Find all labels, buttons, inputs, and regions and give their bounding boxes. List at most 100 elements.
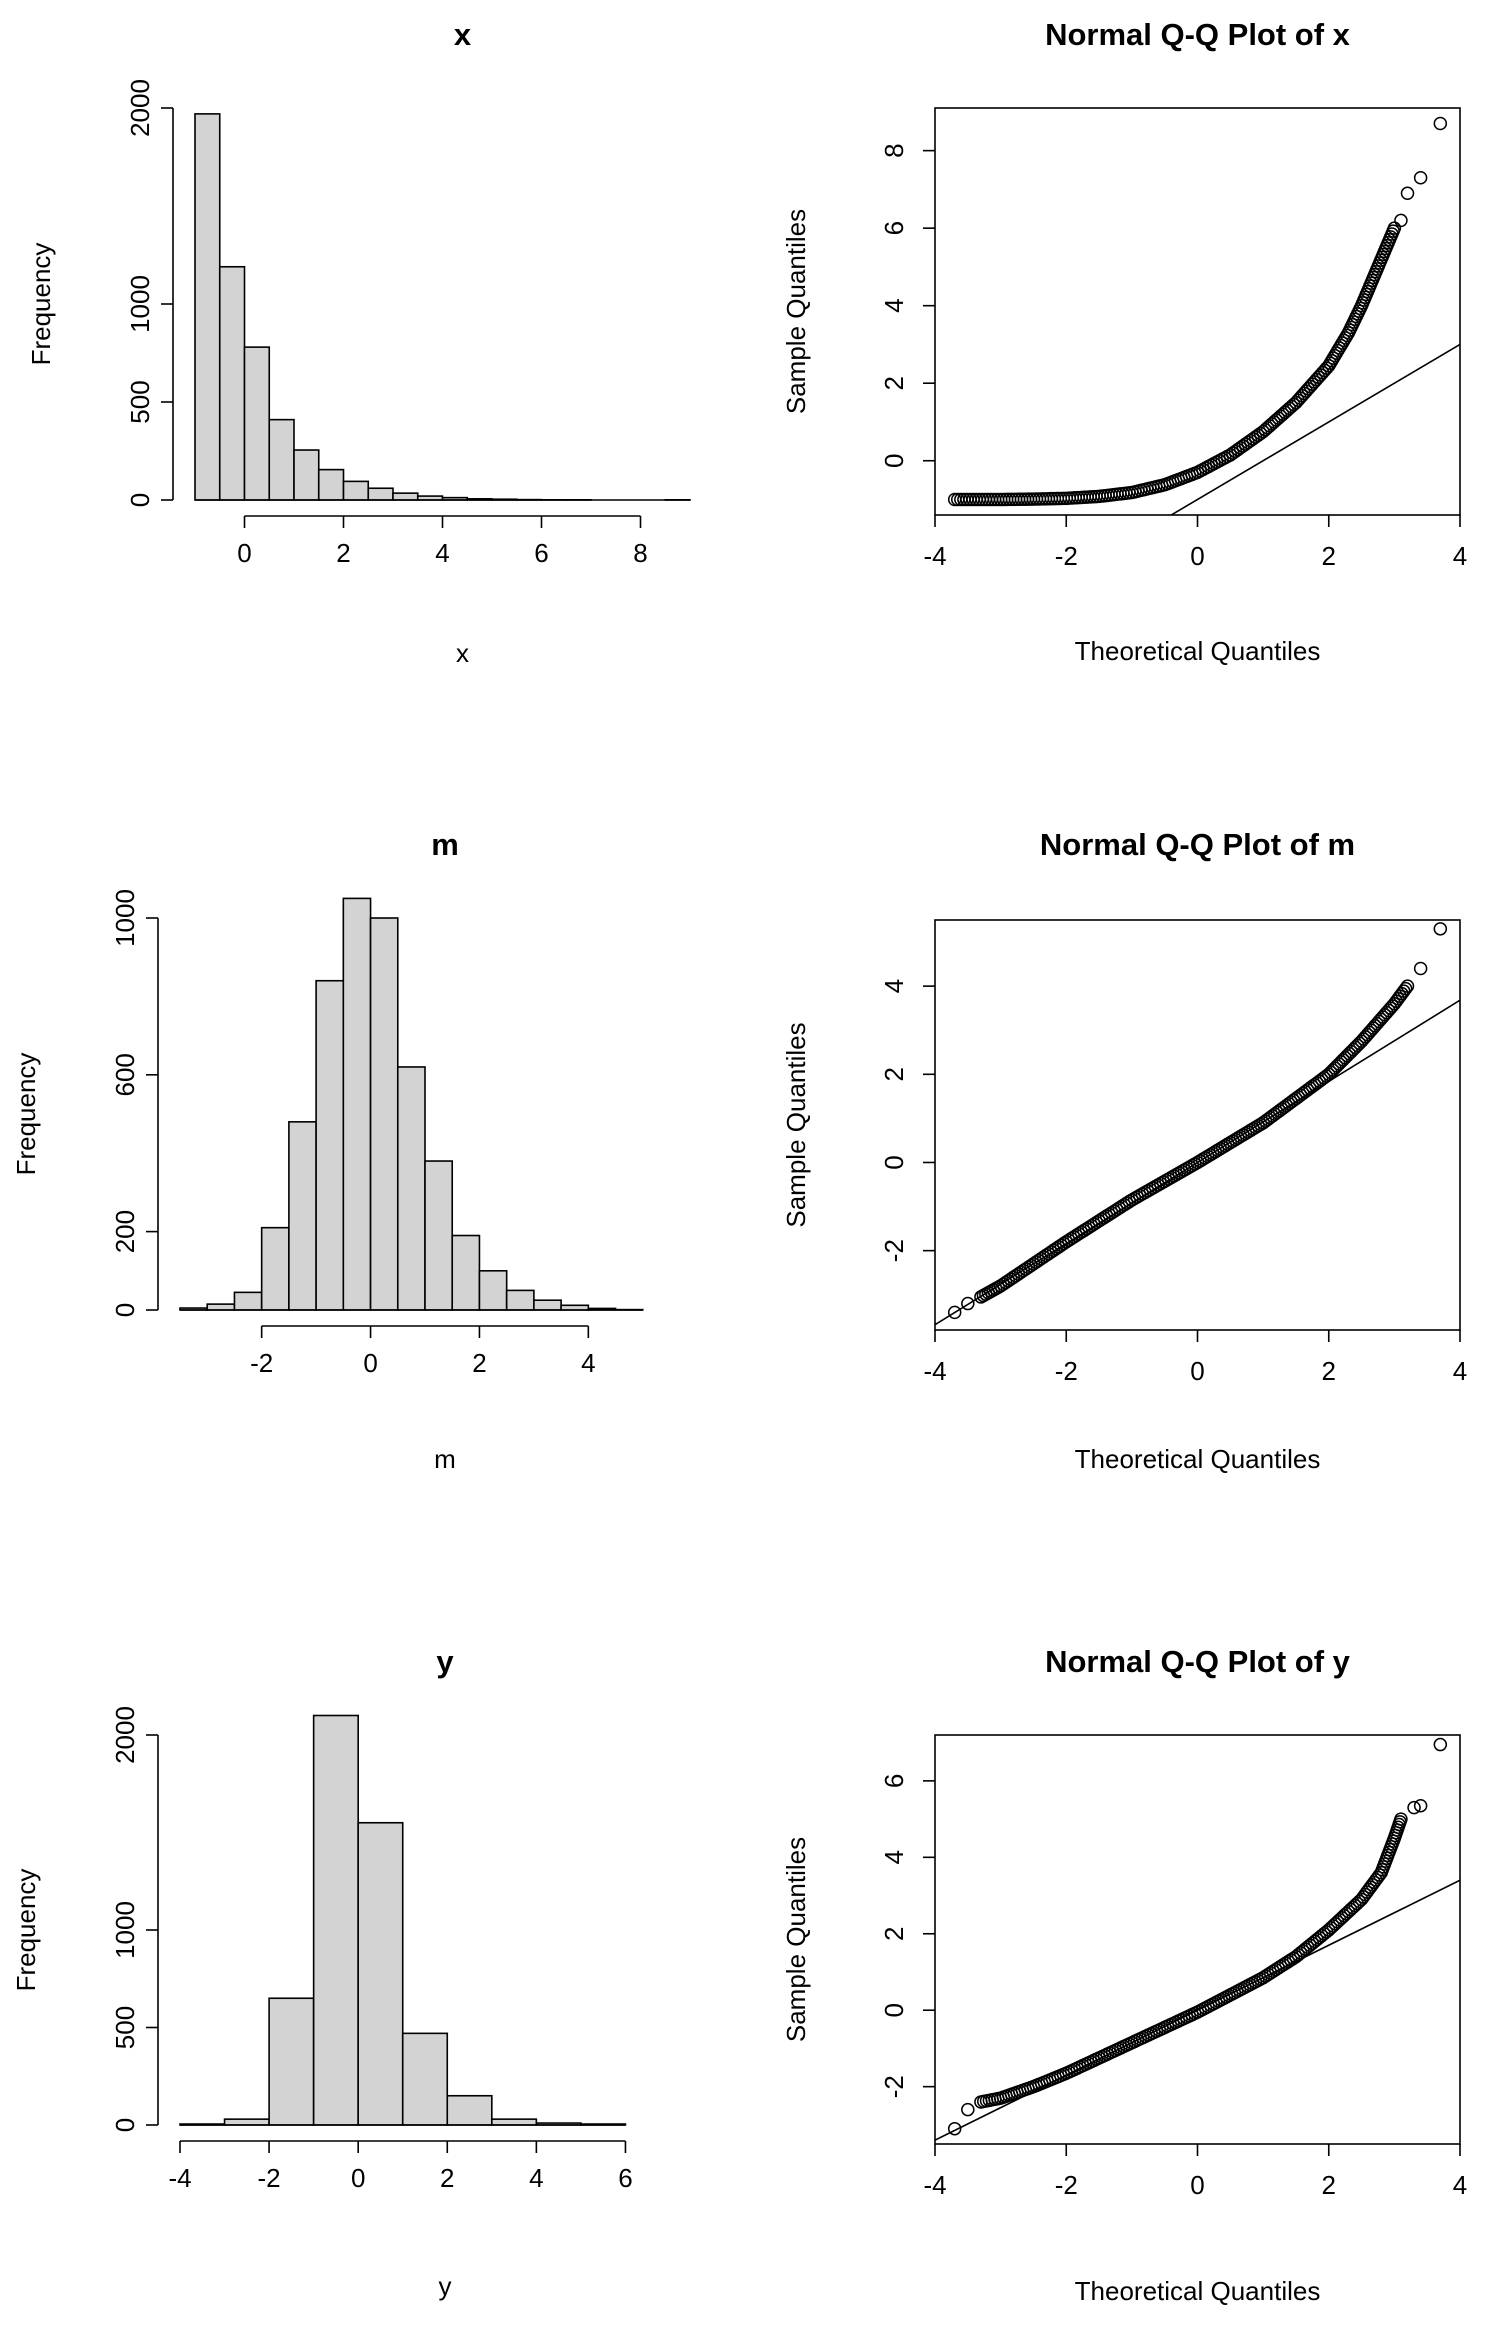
x-tick-label: 0	[351, 2163, 365, 2193]
histogram-bar	[268, 1997, 315, 2126]
y-axis-label: Sample Quantiles	[781, 1837, 811, 2042]
histogram-bar	[424, 1160, 454, 1311]
x-tick-label: -4	[923, 541, 946, 571]
x-axis-label: y	[439, 2271, 452, 2301]
histogram-bar	[233, 1291, 263, 1311]
x-tick-label: 2	[472, 1348, 486, 1378]
sample-point	[1433, 922, 1448, 936]
histogram-bar	[533, 1299, 562, 1311]
x-tick-label: -2	[1055, 2170, 1078, 2200]
sample-point	[1387, 221, 1402, 235]
sample-point	[947, 1305, 962, 1320]
x-tick-label: -4	[923, 2170, 946, 2200]
qq-reference-line	[1169, 343, 1460, 515]
y-axis-label: Frequency	[11, 1053, 41, 1176]
y-tick-label: 2000	[125, 79, 155, 137]
x-tick-label: 8	[633, 538, 647, 568]
x-tick-label: 4	[1453, 2170, 1467, 2200]
y-tick-label: 0	[879, 453, 909, 467]
y-tick-label: 2	[879, 1067, 909, 1081]
x-tick-label: 6	[618, 2163, 632, 2193]
y-tick-label: 8	[879, 143, 909, 157]
chart-title: Normal Q-Q Plot of y	[1045, 1644, 1351, 1679]
y-tick-label: 500	[110, 2006, 140, 2049]
y-tick-label: 0	[110, 2118, 140, 2132]
histogram-bar	[288, 1121, 317, 1311]
histogram-bar	[194, 113, 221, 501]
histogram-bar	[268, 418, 295, 501]
y-axis-label: Frequency	[26, 243, 56, 366]
sample-point	[1433, 116, 1448, 131]
x-tick-label: 0	[363, 1348, 377, 1378]
x-axis-label: x	[456, 638, 469, 668]
y-tick-label: 600	[110, 1053, 140, 1096]
histogram-bar	[367, 487, 394, 501]
x-tick-label: 4	[581, 1348, 595, 1378]
histogram-bar	[243, 346, 271, 501]
histogram-bar	[342, 480, 370, 501]
histogram-bar	[505, 1289, 535, 1311]
qq-plot-x: Normal Q-Q Plot of x Theoretical Quantile…	[781, 17, 1467, 666]
histogram-y: y y Frequency -4 -2 0 2 4 6 0 500 1000 2000	[11, 1644, 633, 2301]
chart-title: x	[454, 17, 472, 52]
y-tick-label: 0	[879, 1155, 909, 1169]
y-axis-label: Sample Quantiles	[781, 209, 811, 414]
sample-point	[1394, 213, 1408, 228]
y-tick-label: 0	[879, 2003, 909, 2017]
x-tick-label: 2	[336, 538, 350, 568]
y-tick-label: -2	[879, 1239, 909, 1262]
x-tick-label: 0	[237, 538, 251, 568]
histogram-bar	[478, 1270, 508, 1311]
sample-point	[1413, 1798, 1428, 1813]
sample-point	[961, 2102, 975, 2117]
y-tick-label: 0	[125, 493, 155, 507]
x-axis-label: Theoretical Quantiles	[1075, 2276, 1321, 2306]
x-tick-label: 2	[440, 2163, 454, 2193]
y-tick-label: 1000	[110, 1901, 140, 1959]
x-tick-label: 0	[1190, 2170, 1204, 2200]
sample-point	[961, 1296, 975, 1311]
chart-title: Normal Q-Q Plot of x	[1045, 17, 1351, 52]
plot-area	[935, 922, 1460, 1326]
qq-plot-m: Normal Q-Q Plot of m Theoretical Quantile…	[781, 827, 1467, 1474]
y-tick-label: 1000	[125, 275, 155, 333]
x-tick-label: 2	[1322, 541, 1336, 571]
y-axis-label: Sample Quantiles	[781, 1022, 811, 1227]
sample-point	[1413, 961, 1428, 976]
x-tick-label: 0	[1190, 1356, 1204, 1386]
histogram-bar	[446, 2094, 493, 2126]
x-tick-label: -2	[1055, 541, 1078, 571]
histogram-m: m m Frequency -2 0 2 4 0 200 600 1000	[11, 827, 644, 1474]
histogram-bar	[223, 2118, 270, 2126]
chart-title: y	[436, 1644, 454, 1679]
histogram-bar	[206, 1303, 236, 1311]
x-axis-label: Theoretical Quantiles	[1075, 636, 1321, 666]
sample-point	[1400, 979, 1415, 993]
y-tick-label: 4	[879, 298, 909, 312]
histogram-bar	[401, 2032, 449, 2126]
x-tick-label: -2	[1055, 1356, 1078, 1386]
x-tick-label: 4	[435, 538, 449, 568]
x-tick-label: -2	[258, 2163, 281, 2193]
histogram-bar	[392, 492, 419, 501]
histogram-x: x x Frequency 0 2 4 6 8 0 500 1000 2000	[26, 17, 691, 668]
y-tick-label: 1000	[110, 889, 140, 947]
x-tick-label: -4	[923, 1356, 946, 1386]
histogram-bar	[317, 468, 345, 501]
x-tick-label: 0	[1190, 541, 1204, 571]
y-tick-label: 0	[110, 1303, 140, 1317]
chart-title: m	[431, 827, 459, 862]
y-tick-label: 500	[125, 380, 155, 423]
histogram-bar	[357, 1821, 404, 2126]
y-tick-label: 2000	[110, 1706, 140, 1764]
histogram-bar	[369, 917, 399, 1311]
x-tick-label: 4	[1453, 1356, 1467, 1386]
sample-point	[1413, 171, 1428, 185]
plot-area	[947, 116, 1460, 515]
y-tick-label: 200	[110, 1210, 140, 1253]
histogram-bar	[218, 265, 246, 501]
sample-point	[1407, 1800, 1421, 1815]
y-tick-label: 6	[879, 221, 909, 235]
